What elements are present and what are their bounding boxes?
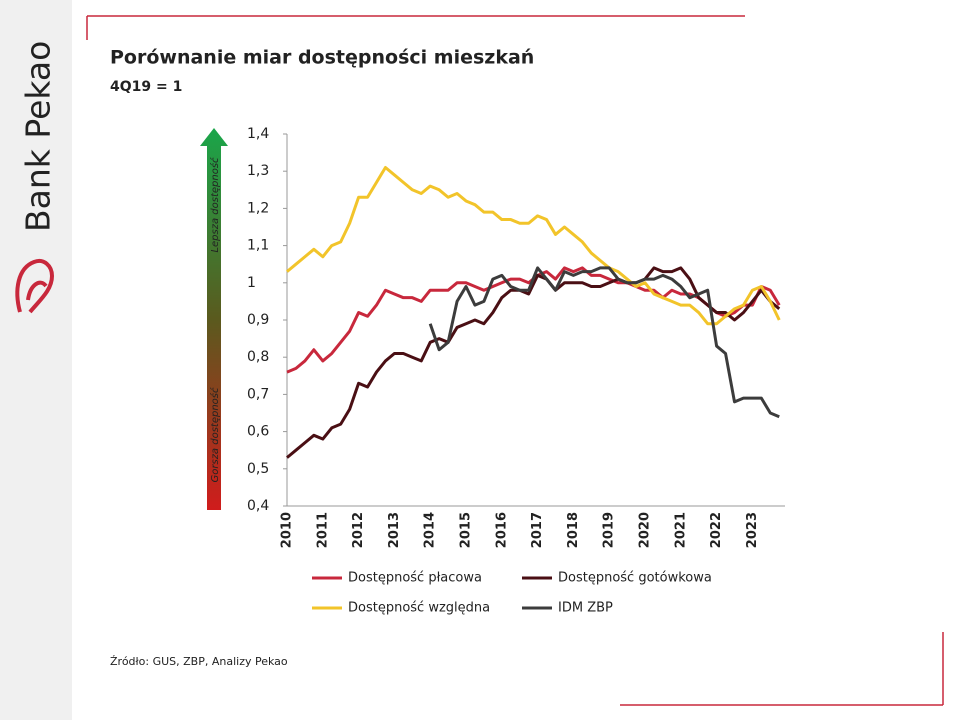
logo	[15, 259, 55, 314]
source: Źródło: GUS, ZBP, Analizy Pekao	[110, 655, 288, 668]
x-tick-label: 2023	[745, 512, 760, 548]
legend-label: IDM ZBP	[558, 601, 613, 616]
x-tick-label: 2022	[709, 512, 724, 548]
x-tick-label: 2015	[459, 512, 474, 548]
x-tick-label: 2012	[351, 512, 366, 548]
x-tick-label: 2013	[387, 512, 402, 548]
x-tick-label: 2018	[566, 512, 581, 548]
x-tick-label: 2017	[530, 512, 545, 548]
y-tick-label: 1,4	[247, 126, 269, 142]
y-tick-label: 0,5	[247, 461, 269, 477]
y-tick-label: 1,3	[247, 163, 269, 179]
legend-label: Dostępność względna	[348, 601, 490, 616]
y-tick-label: 0,4	[247, 498, 269, 514]
sidebar	[0, 0, 72, 720]
y-tick-label: 0,8	[247, 349, 269, 365]
brand: Bank Pekao	[19, 41, 58, 232]
chart-title: Porównanie miar dostępności mieszkań	[110, 47, 534, 69]
y-tick-label: 1,2	[247, 200, 269, 216]
x-tick-label: 2021	[673, 512, 688, 548]
series-line	[428, 266, 780, 419]
x-tick-label: 2014	[423, 512, 438, 548]
chart-subtitle: 4Q19 = 1	[110, 79, 182, 95]
y-tick-label: 0,9	[247, 312, 269, 328]
y-tick-label: 1	[247, 275, 256, 291]
series-line	[286, 165, 781, 326]
x-tick-label: 2011	[315, 512, 330, 548]
x-tick-label: 2019	[602, 512, 617, 548]
y-tick-label: 1,1	[247, 238, 269, 254]
x-tick-label: 2020	[638, 512, 653, 548]
legend-label: Dostępność gotówkowa	[558, 571, 712, 586]
y-tick-label: 0,6	[247, 424, 269, 440]
y-tick-label: 0,7	[247, 386, 269, 402]
arrow-label: Gorsza dostępność	[209, 387, 221, 483]
arrow	[200, 128, 228, 510]
x-tick-label: 2010	[280, 512, 295, 548]
legend-label: Dostępność płacowa	[348, 571, 482, 586]
x-tick-label: 2016	[494, 512, 509, 548]
arrow-label: Lepsza dostępność	[209, 157, 221, 253]
